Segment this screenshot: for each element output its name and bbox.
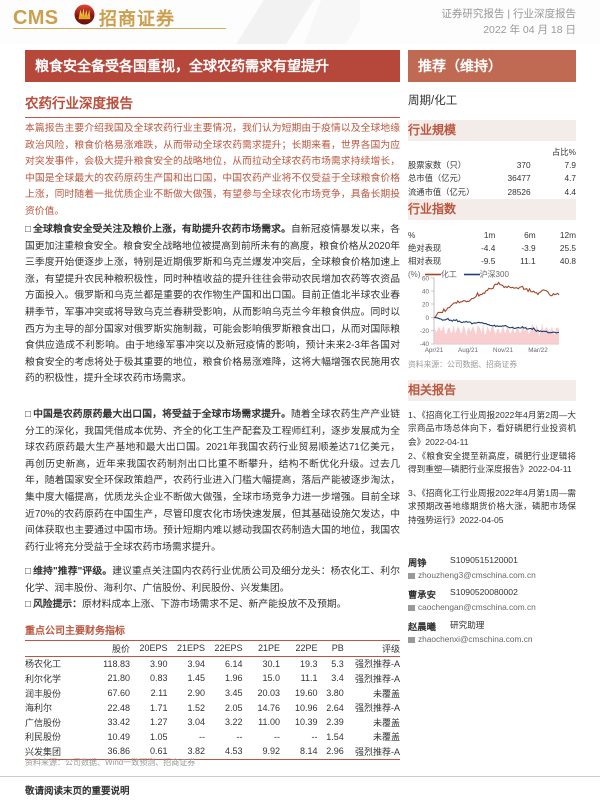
svg-text:-20: -20 <box>420 328 430 335</box>
svg-text:Apr/21: Apr/21 <box>425 347 444 354</box>
svg-text:Mar/22: Mar/22 <box>528 347 548 354</box>
svg-text:Nov/21: Nov/21 <box>493 347 513 354</box>
svg-text:Aug/21: Aug/21 <box>458 347 478 354</box>
svg-text:0: 0 <box>425 315 429 322</box>
svg-text:60: 60 <box>422 276 430 283</box>
svg-text:20: 20 <box>422 302 430 309</box>
svg-text:40: 40 <box>422 289 430 296</box>
